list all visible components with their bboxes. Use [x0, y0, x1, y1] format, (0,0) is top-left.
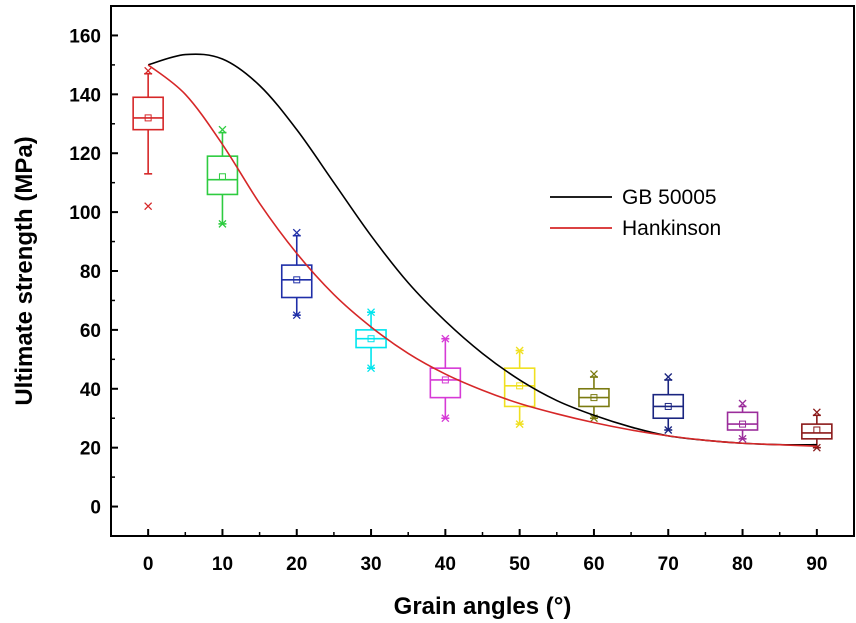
- mean-marker: [664, 402, 672, 410]
- box-plot: [132, 66, 164, 211]
- plot-area: [110, 5, 855, 537]
- max-marker: [515, 346, 524, 355]
- box-plot: [280, 228, 313, 320]
- box-plot: [652, 373, 685, 434]
- box: [503, 367, 536, 408]
- box-plot: [726, 399, 759, 443]
- model-curves: [147, 53, 817, 447]
- max-marker: [144, 66, 153, 75]
- max-marker: [738, 399, 747, 408]
- curve-hankinson: [147, 64, 817, 447]
- legend: GB 50005 Hankinson: [550, 186, 721, 240]
- mean-marker: [813, 426, 821, 434]
- legend-label-hankinson: Hankinson: [622, 217, 721, 240]
- x-tick-label: 50: [509, 554, 530, 575]
- min-marker: [218, 219, 227, 228]
- box-plot: [429, 334, 462, 423]
- y-tick-label: 160: [69, 26, 101, 47]
- mean-marker: [218, 173, 226, 181]
- box: [206, 155, 239, 196]
- axes: 0 20 40 60 80 100 120 140 160 0 10 20 30 40 50 60 70 80 90: [69, 5, 827, 575]
- x-tick-label: 60: [583, 554, 604, 575]
- max-marker: [441, 334, 450, 343]
- min-marker: [292, 311, 301, 320]
- x-tick-label: 80: [732, 554, 753, 575]
- x-tick-label: 70: [658, 554, 679, 575]
- legend-label-gb50005: GB 50005: [622, 186, 717, 209]
- plot-frame: [110, 5, 855, 537]
- y-tick-label: 80: [80, 262, 101, 283]
- min-marker: [515, 420, 524, 429]
- curve-gb50005: [147, 53, 817, 446]
- x-tick-label: 90: [806, 554, 827, 575]
- box-plot: [503, 346, 536, 429]
- min-marker: [441, 414, 450, 423]
- box: [132, 96, 164, 131]
- y-tick-label: 40: [80, 380, 101, 401]
- box: [280, 264, 313, 299]
- min-marker: [738, 434, 747, 443]
- mean-marker: [441, 376, 449, 384]
- x-tick-label: 0: [143, 554, 154, 575]
- box: [429, 367, 462, 399]
- mean-marker: [739, 420, 747, 428]
- x-tick-label: 10: [212, 554, 233, 575]
- max-marker: [664, 373, 673, 381]
- x-tick-label: 40: [435, 554, 456, 575]
- max-marker: [589, 370, 598, 379]
- y-tick-label: 60: [80, 321, 101, 342]
- y-tick-label: 100: [69, 203, 101, 224]
- y-tick-label: 0: [90, 498, 101, 519]
- box-plot: [206, 125, 239, 228]
- box: [801, 423, 833, 440]
- mean-marker: [590, 394, 598, 402]
- y-tick-label: 120: [69, 144, 101, 165]
- x-axis-label: Grain angles (°): [394, 593, 572, 620]
- box-plot: [578, 370, 610, 423]
- x-tick-label: 20: [286, 554, 307, 575]
- mean-marker: [144, 114, 152, 122]
- x-tick-label: 30: [360, 554, 381, 575]
- box: [726, 411, 759, 431]
- max-marker: [367, 308, 376, 317]
- y-tick-label: 140: [69, 85, 101, 106]
- max-marker: [812, 408, 821, 417]
- y-tick-label: 20: [80, 439, 101, 460]
- min-marker: [664, 426, 673, 434]
- min-marker: [144, 202, 153, 211]
- mean-marker: [293, 276, 301, 284]
- min-marker: [367, 364, 376, 373]
- mean-marker: [516, 382, 524, 390]
- y-axis-label: Ultimate strength (MPa): [11, 136, 38, 405]
- min-marker: [812, 443, 821, 452]
- mean-marker: [367, 335, 375, 343]
- box-plots: [132, 66, 833, 452]
- max-marker: [292, 228, 301, 237]
- max-marker: [218, 125, 227, 134]
